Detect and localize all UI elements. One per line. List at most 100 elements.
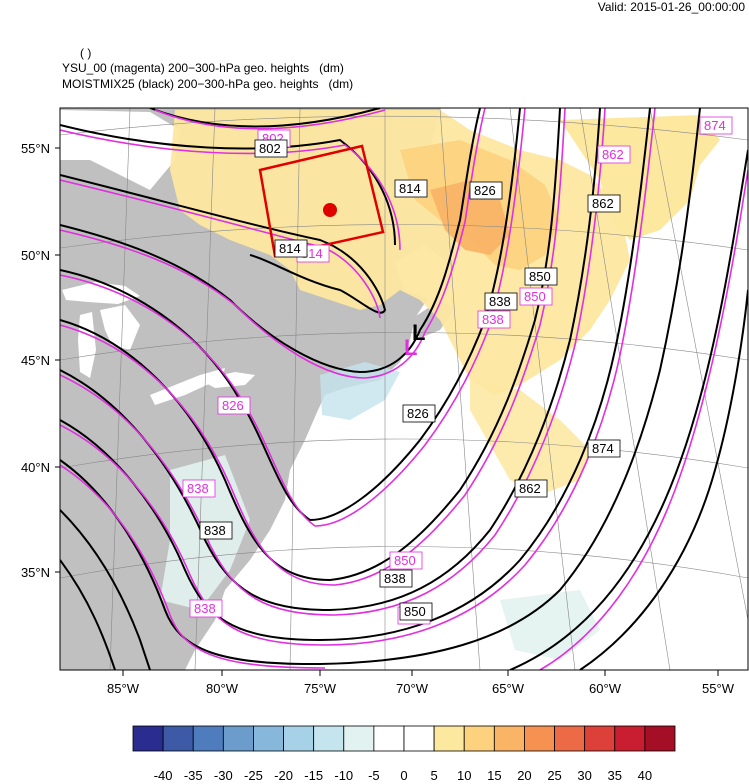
colorbar (132, 725, 676, 752)
colorbar-swatch (433, 725, 465, 752)
colorbar-label: -5 (368, 768, 380, 783)
colorbar-label: 35 (608, 768, 622, 783)
colorbar-label: 40 (638, 768, 652, 783)
contour-label-black-box (524, 267, 558, 286)
plot-paren: ( ) (80, 46, 92, 60)
colorbar-swatch (644, 725, 676, 752)
colorbar-label: 5 (430, 768, 437, 783)
contour-label-black-box (587, 194, 621, 213)
contour-label-black: 838 (204, 523, 226, 538)
lat-label: 50°N (21, 248, 50, 263)
lat-label: 35°N (21, 565, 50, 580)
contour-label-black-box (514, 479, 548, 498)
contour-label-black-box (402, 404, 436, 423)
hudson-bay (60, 110, 180, 190)
title-ysu: YSU_00 (magenta) 200−300-hPa geo. height… (62, 61, 344, 75)
low-magenta: L (404, 335, 417, 360)
lon-label: 65°W (492, 681, 525, 696)
colorbar-label: 25 (547, 768, 561, 783)
colorbar-swatch (162, 725, 194, 752)
colorbar-swatch (554, 725, 586, 752)
axis-labels: 55°N 50°N 45°N 40°N 35°N 85°W 80°W 75°W 70°W 65°W… (21, 141, 735, 696)
colorbar-swatch (192, 725, 224, 752)
contour-label-magenta: 838 (187, 481, 209, 496)
contour-label-black-box (469, 181, 503, 200)
contour-label-black: 826 (407, 406, 429, 421)
lon-label: 80°W (206, 681, 239, 696)
contour-label-black: 850 (404, 604, 426, 619)
contour-label-black: 838 (489, 294, 511, 309)
contour-label-black: 802 (259, 141, 281, 156)
contour-label-black: 862 (592, 196, 614, 211)
low-black: L (412, 320, 425, 345)
contour-label-magenta-box (182, 479, 216, 498)
contour-label-magenta-box (519, 287, 553, 306)
contour-label-black-box (379, 569, 413, 588)
valid-time: Valid: 2015-01-26_00:00:00 (597, 0, 745, 14)
contour-label-magenta: 838 (194, 601, 216, 616)
contour-label-black: 814 (279, 241, 301, 256)
colorbar-label: -30 (214, 768, 233, 783)
lon-label: 70°W (396, 681, 429, 696)
contour-label-magenta-box (699, 116, 733, 135)
lat-label: 55°N (21, 141, 50, 156)
colorbar-label: 10 (457, 768, 471, 783)
contour-label-magenta: 850 (524, 289, 546, 304)
lon-label: 55°W (702, 681, 735, 696)
colorbar-swatch (283, 725, 315, 752)
lat-label: 40°N (21, 460, 50, 475)
lon-label: 85°W (107, 681, 140, 696)
contour-label-magenta-box (189, 599, 223, 618)
colorbar-label: -25 (244, 768, 263, 783)
contour-label-black-box (399, 602, 433, 621)
colorbar-label: -20 (274, 768, 293, 783)
lake-huron (100, 305, 140, 350)
contour-label-black-box (587, 439, 621, 458)
contour-label-black: 826 (474, 183, 496, 198)
lat-label: 45°N (21, 353, 50, 368)
contour-label-black-box (254, 139, 288, 158)
colorbar-swatch (524, 725, 555, 752)
colorbar-swatch (584, 725, 616, 752)
axis-ticks (55, 147, 719, 676)
contour-label-magenta-box (597, 145, 631, 164)
map-panel: L L 802814826838850874862838850838850802… (60, 108, 748, 670)
colorbar-swatch (222, 725, 254, 752)
colorbar-swatch (253, 725, 284, 752)
contour-label-magenta: 826 (222, 398, 244, 413)
colorbar-label: -10 (334, 768, 353, 783)
colorbar-label: 15 (487, 768, 501, 783)
colorbar-label: -15 (304, 768, 323, 783)
colorbar-swatch (132, 725, 164, 752)
colorbar-swatch (373, 725, 405, 752)
colorbar-swatch (403, 725, 435, 752)
contour-label-magenta: 862 (602, 147, 624, 162)
contour-label-black: 838 (384, 571, 406, 586)
lake-superior (62, 282, 140, 304)
contour-label-magenta: 874 (704, 118, 726, 133)
colorbar-swatch (463, 725, 495, 752)
shading-cool-gulf (320, 362, 400, 420)
colorbar-swatch (343, 725, 375, 752)
lake-erie (150, 368, 225, 405)
contour-label-magenta-box (217, 396, 251, 415)
colorbar-labels: -40 -35 -30 -25 -20 -15 -10 -5 0 5 10 15 20 25 30 35 40 (154, 768, 652, 783)
title-moistmix: MOISTMIX25 (black) 200−300-hPa geo. heig… (62, 77, 354, 91)
contour-label-magenta: 838 (482, 312, 504, 327)
contour-label-black-box (274, 239, 308, 258)
contour-label-black: 874 (592, 441, 614, 456)
contour-labels: 8028148268388508748628388508388508028148… (182, 116, 733, 625)
contour-label-magenta-box (389, 551, 423, 570)
contour-label-magenta: 850 (394, 553, 416, 568)
contour-label-black-box (484, 292, 518, 311)
map-frame (59, 107, 749, 671)
domain-box (258, 144, 385, 258)
contour-label-black-box (394, 179, 428, 198)
colorbar-label: 0 (400, 768, 407, 783)
contour-label-black: 850 (529, 269, 551, 284)
contour-label-black: 862 (519, 481, 541, 496)
lon-label: 75°W (304, 681, 337, 696)
shading-cool-south (500, 590, 600, 660)
contour-label-black: 814 (399, 181, 421, 196)
